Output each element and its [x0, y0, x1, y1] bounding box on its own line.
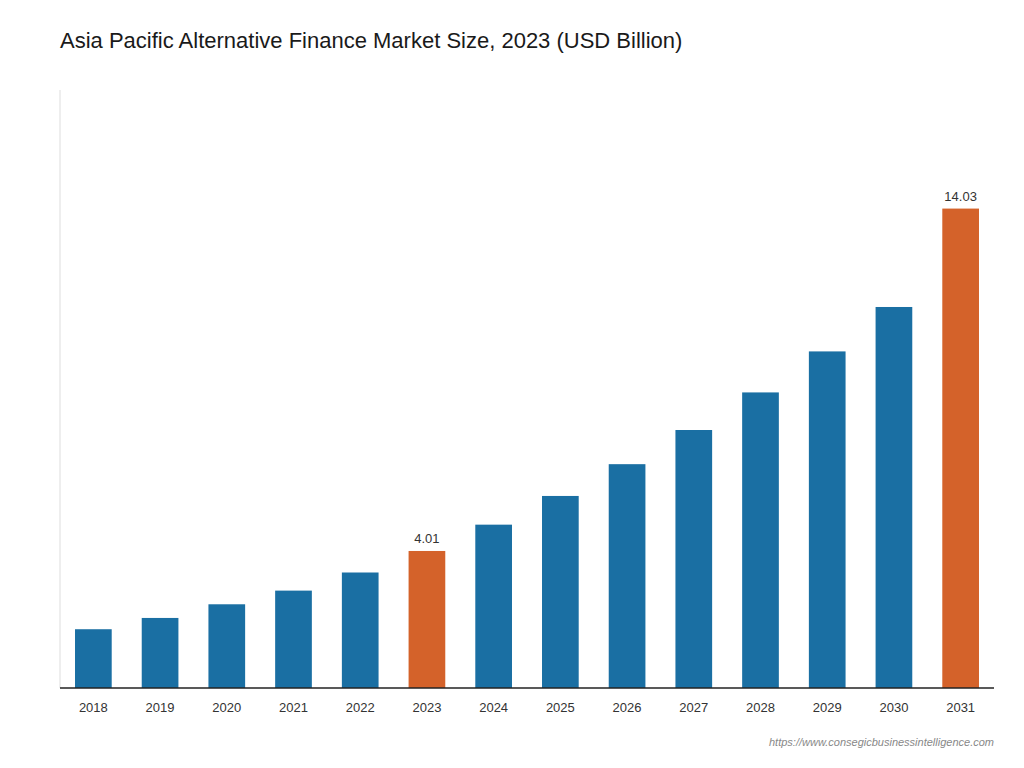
chart-svg: Asia Pacific Alternative Finance Market …	[0, 0, 1024, 768]
bar	[742, 392, 779, 688]
chart-container: Asia Pacific Alternative Finance Market …	[0, 0, 1024, 768]
bar	[142, 618, 179, 688]
background	[0, 0, 1024, 768]
x-tick-label: 2022	[346, 700, 375, 715]
y-axis-line	[60, 90, 61, 688]
bar	[942, 209, 979, 688]
data-label: 14.03	[944, 189, 977, 204]
x-tick-label: 2028	[746, 700, 775, 715]
bar	[342, 573, 379, 688]
x-tick-label: 2026	[613, 700, 642, 715]
bars	[75, 209, 979, 688]
x-tick-label: 2030	[879, 700, 908, 715]
bar	[275, 591, 312, 688]
x-tick-label: 2024	[479, 700, 508, 715]
x-tick-label: 2023	[412, 700, 441, 715]
bar	[475, 525, 512, 688]
bar	[876, 307, 913, 688]
x-tick-label: 2029	[813, 700, 842, 715]
x-tick-label: 2027	[679, 700, 708, 715]
bar	[675, 430, 712, 688]
x-tick-label: 2020	[212, 700, 241, 715]
bar	[75, 629, 112, 688]
x-tick-label: 2025	[546, 700, 575, 715]
source-note: https://www.consegicbusinessintelligence…	[769, 736, 994, 748]
data-label: 4.01	[414, 531, 439, 546]
x-axis	[60, 687, 994, 689]
x-tick-label: 2018	[79, 700, 108, 715]
title: Asia Pacific Alternative Finance Market …	[60, 28, 682, 53]
x-tick-label: 2031	[946, 700, 975, 715]
bar	[809, 351, 846, 688]
bar	[609, 464, 646, 688]
bar	[208, 604, 245, 688]
x-tick-label: 2019	[146, 700, 175, 715]
x-tick-label: 2021	[279, 700, 308, 715]
bar	[409, 551, 446, 688]
bar	[542, 496, 579, 688]
